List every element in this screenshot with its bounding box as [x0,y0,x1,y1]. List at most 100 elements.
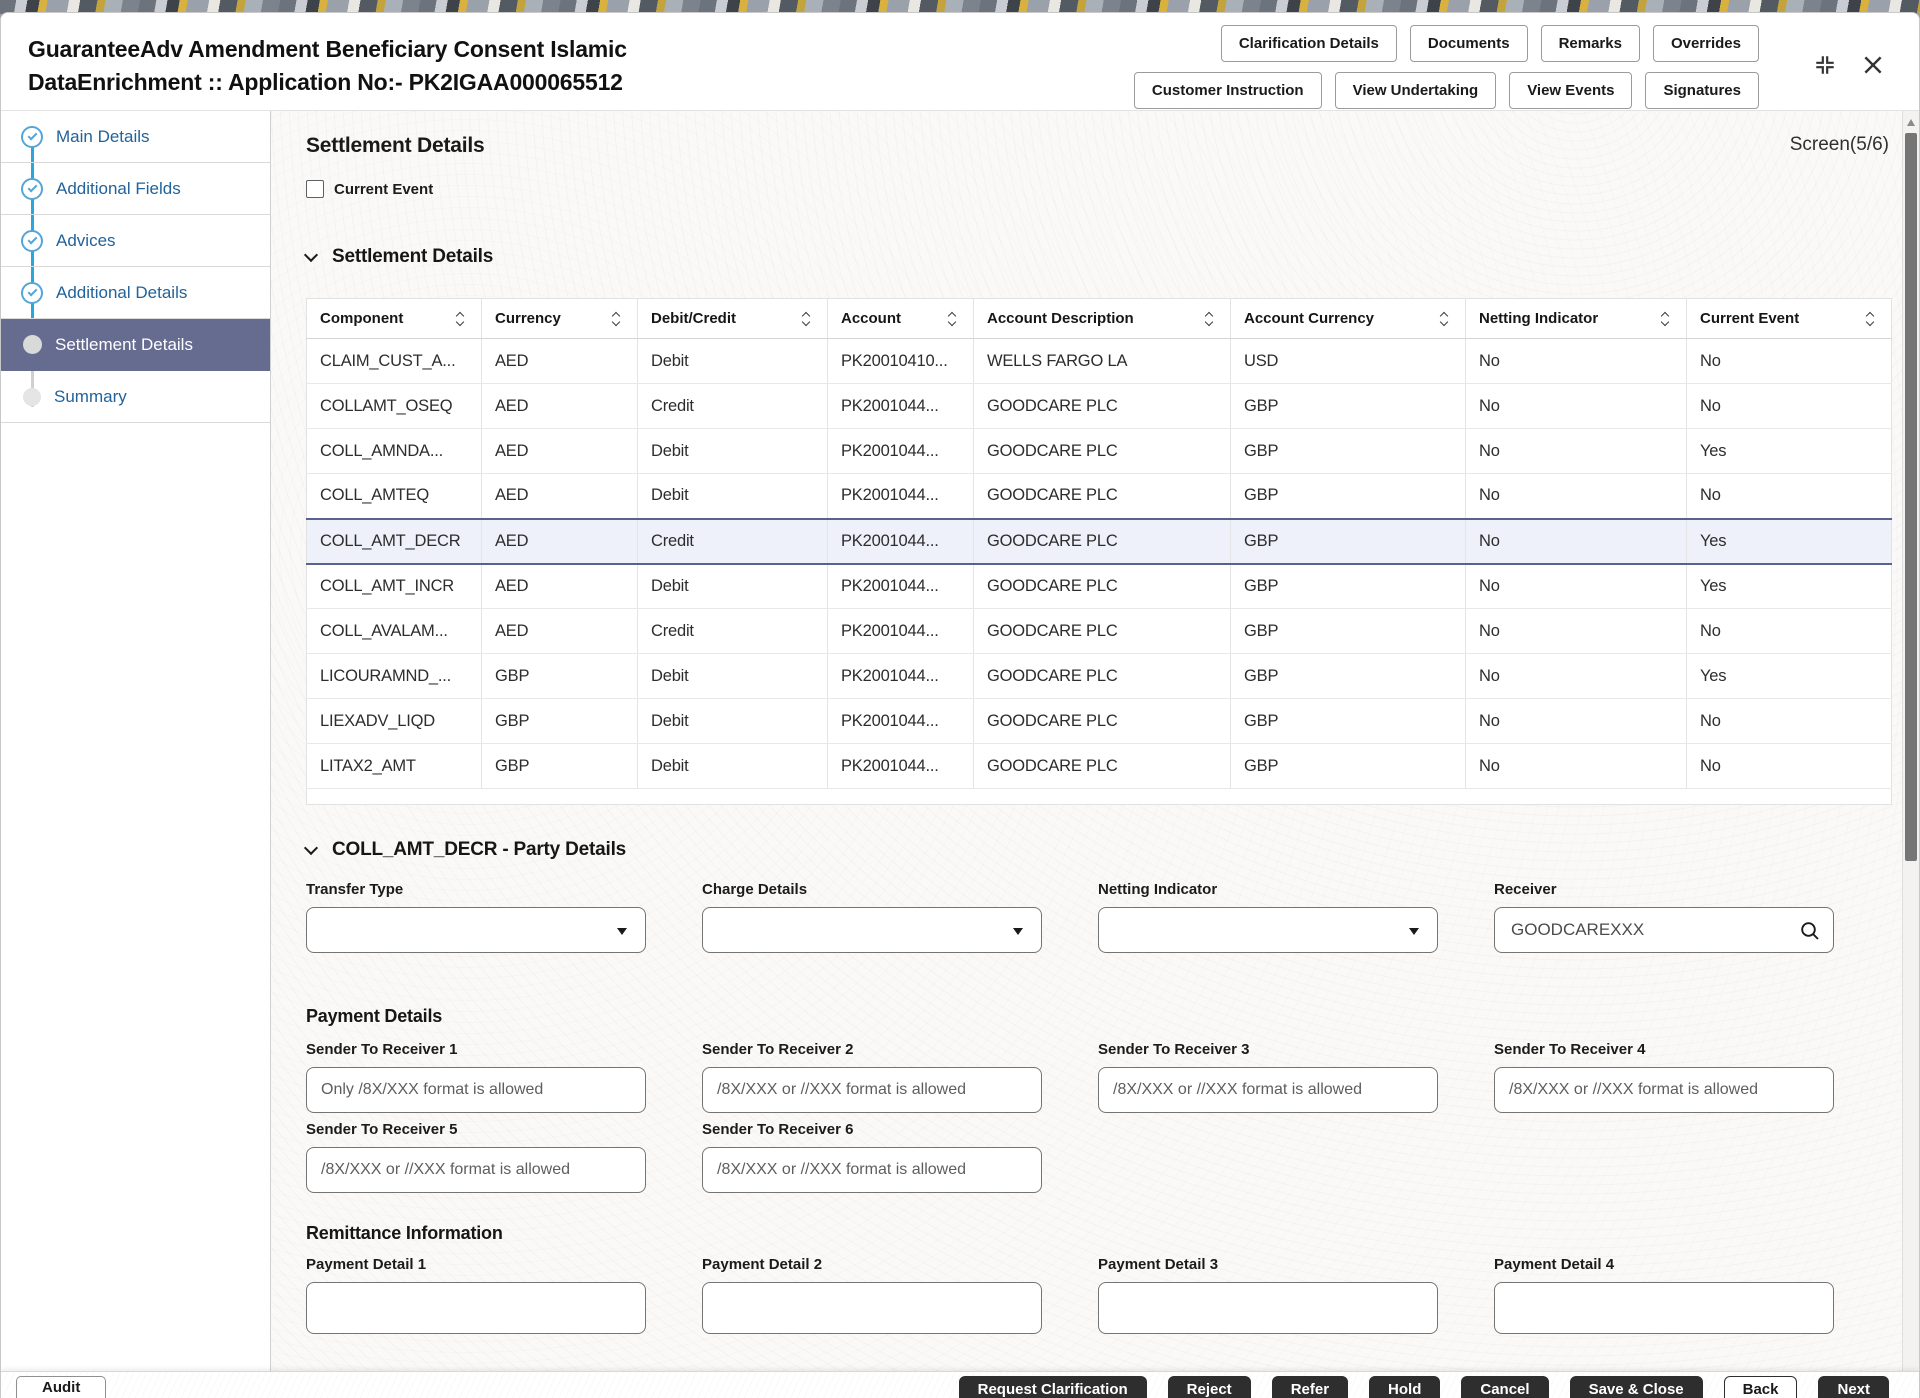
table-row[interactable]: COLL_AMT_INCR AED Debit PK2001044... GOODCAR… [306,563,1892,609]
step-bullet-icon [23,387,41,406]
receiver-input[interactable] [1495,908,1833,952]
payment-detail-4-input[interactable] [1494,1282,1834,1334]
close-icon[interactable] [1861,53,1885,77]
search-icon[interactable] [1799,920,1821,947]
sort-icon[interactable] [947,311,957,326]
signatures-button[interactable]: Signatures [1645,72,1759,109]
current-event-label: Current Event [334,180,434,198]
settlement-details-section-header[interactable]: Settlement Details [303,244,1889,270]
column-label: Current Event [1700,310,1800,327]
sidebar-item-label: Summary [54,386,127,406]
caret-down-icon [1409,928,1419,935]
current-event-checkbox[interactable] [306,180,324,198]
table-cell: PK2001044... [827,608,974,654]
sort-icon[interactable] [1439,311,1449,326]
table-cell: GBP [1230,428,1466,474]
table-cell: No [1686,473,1892,519]
table-cell: Debit [637,473,828,519]
table-row[interactable]: COLL_AMTEQ AED Debit PK2001044... GOODCARE P… [306,473,1892,519]
documents-button[interactable]: Documents [1409,25,1528,62]
refer-button[interactable]: Refer [1271,1376,1349,1398]
sender-to-receiver-1-input[interactable] [306,1067,646,1113]
sort-icon[interactable] [611,311,621,326]
request-clarification-button[interactable]: Request Clarification [958,1376,1147,1398]
column-header-debit-credit[interactable]: Debit/Credit [637,298,828,339]
chevron-down-icon [303,247,319,262]
settlement-components-table: Component Currency Debit/Credit Account Acco… [306,298,1892,805]
table-cell: GBP [1230,383,1466,429]
sidebar-item-additional-fields[interactable]: Additional Fields [1,163,270,215]
cancel-button[interactable]: Cancel [1461,1376,1549,1398]
audit-button[interactable]: Audit [16,1376,107,1398]
customer-instruction-button[interactable]: Customer Instruction [1133,72,1322,109]
payment-detail-3-input[interactable] [1098,1282,1438,1334]
party-details-section-header[interactable]: COLL_AMT_DECR - Party Details [303,837,1889,863]
table-row[interactable]: COLLAMT_OSEQ AED Credit PK2001044... GOODCAR… [306,383,1892,429]
table-row[interactable]: LIEXADV_LIQD GBP Debit PK2001044... GOODCARE… [306,698,1892,744]
field-netting-indicator: Netting Indicator [1098,881,1438,953]
sidebar-item-label: Additional Details [56,282,188,302]
hold-button[interactable]: Hold [1369,1376,1441,1398]
header-actions-row-2: Customer Instruction View Undertaking View… [1133,72,1759,109]
table-cell: AED [481,383,638,429]
sort-icon[interactable] [1204,311,1214,326]
restore-icon[interactable] [1813,53,1837,77]
scrollbar-thumb[interactable] [1905,133,1917,861]
save-close-button[interactable]: Save & Close [1569,1376,1703,1398]
reject-button[interactable]: Reject [1167,1376,1251,1398]
column-header-account[interactable]: Account [827,298,974,339]
next-button[interactable]: Next [1818,1376,1889,1398]
payment-detail-2-input[interactable] [702,1282,1042,1334]
table-cell: COLL_AVALAM... [306,608,482,654]
view-events-button[interactable]: View Events [1509,72,1633,109]
table-row[interactable]: COLL_AMT_DECR AED Credit PK2001044... GOODCA… [306,517,1892,565]
column-header-currency[interactable]: Currency [481,298,638,339]
table-cell: Yes [1686,517,1892,565]
sender-to-receiver-6-input[interactable] [702,1147,1042,1193]
back-button[interactable]: Back [1723,1376,1798,1398]
field-label: Receiver [1494,881,1557,898]
table-row[interactable]: COLL_AVALAM... AED Credit PK2001044... GOODC… [306,608,1892,654]
sender-to-receiver-4-input[interactable] [1494,1067,1834,1113]
netting-indicator-select[interactable] [1098,907,1438,953]
sort-icon[interactable] [455,311,465,326]
sort-icon[interactable] [1660,311,1670,326]
transfer-type-select[interactable] [306,907,646,953]
field-payment-detail-4: Payment Detail 4 [1494,1256,1834,1334]
table-row[interactable]: LICOURAMND_... GBP Debit PK2001044... GOODCA… [306,653,1892,699]
table-cell: GOODCARE PLC [973,608,1231,654]
table-row[interactable]: COLL_AMNDA... AED Debit PK2001044... GOODCAR… [306,428,1892,474]
sender-to-receiver-5-input[interactable] [306,1147,646,1193]
vertical-scrollbar[interactable] [1902,111,1919,1398]
table-cell: Credit [637,383,828,429]
column-header-netting-indicator[interactable]: Netting Indicator [1465,298,1687,339]
column-header-current-event[interactable]: Current Event [1686,298,1892,339]
table-cell: PK2001044... [827,428,974,474]
sidebar-item-summary[interactable]: Summary [1,371,270,423]
field-charge-details: Charge Details [702,881,1042,953]
overrides-button[interactable]: Overrides [1652,25,1759,62]
table-row[interactable]: CLAIM_CUST_A... AED Debit PK20010410... WELL… [306,338,1892,384]
scroll-up-icon[interactable] [1907,119,1915,126]
sender-to-receiver-2-input[interactable] [702,1067,1042,1113]
sidebar-item-main-details[interactable]: Main Details [1,111,270,163]
clarification-details-button[interactable]: Clarification Details [1220,25,1397,62]
sidebar-item-settlement-details[interactable]: Settlement Details [1,319,270,371]
remarks-button[interactable]: Remarks [1540,25,1640,62]
column-header-component[interactable]: Component [306,298,482,339]
sender-to-receiver-3-input[interactable] [1098,1067,1438,1113]
field-sender-to-receiver-6: Sender To Receiver 6 [702,1121,1042,1193]
sidebar-item-advices[interactable]: Advices [1,215,270,267]
sort-icon[interactable] [1865,311,1875,326]
column-header-account-description[interactable]: Account Description [973,298,1231,339]
table-row[interactable]: LITAX2_AMT GBP Debit PK2001044... GOODCARE P… [306,743,1892,789]
payment-detail-1-input[interactable] [306,1282,646,1334]
view-undertaking-button[interactable]: View Undertaking [1334,72,1497,109]
sort-icon[interactable] [801,311,811,326]
charge-details-select[interactable] [702,907,1042,953]
table-cell: CLAIM_CUST_A... [306,338,482,384]
column-header-account-currency[interactable]: Account Currency [1230,298,1466,339]
sidebar-item-additional-details[interactable]: Additional Details [1,267,270,319]
table-cell: Credit [637,517,828,565]
column-label: Currency [495,310,561,327]
